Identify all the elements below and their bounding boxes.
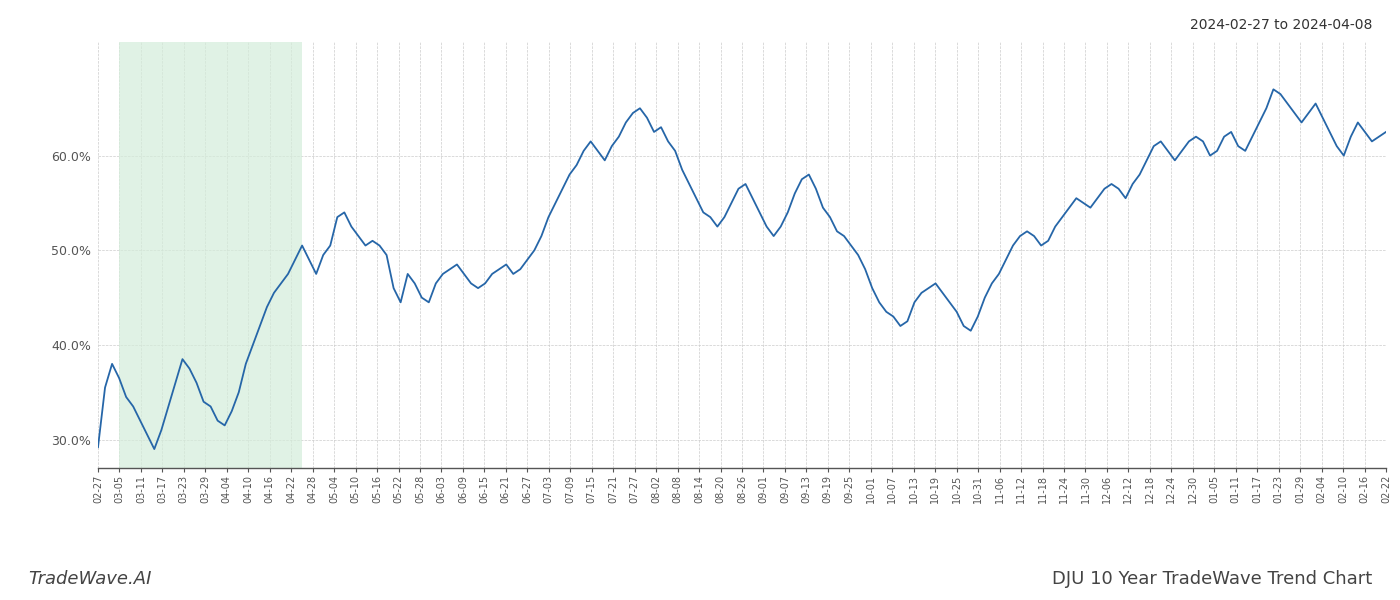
Text: 2024-02-27 to 2024-04-08: 2024-02-27 to 2024-04-08 <box>1190 18 1372 32</box>
Bar <box>119 42 302 468</box>
Text: DJU 10 Year TradeWave Trend Chart: DJU 10 Year TradeWave Trend Chart <box>1051 570 1372 588</box>
Text: TradeWave.AI: TradeWave.AI <box>28 570 151 588</box>
